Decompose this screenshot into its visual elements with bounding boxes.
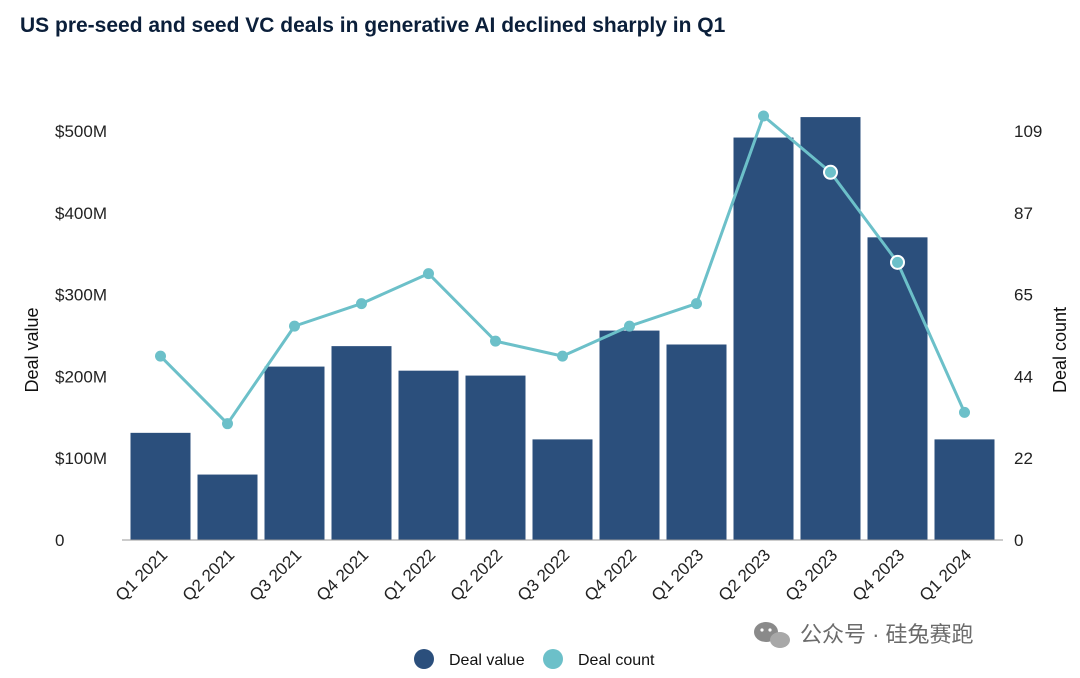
y-right-tick: 22 — [1014, 449, 1033, 468]
bar-q3-2021 — [264, 366, 325, 540]
left-axis-ticks: 0 $100M $200M $300M $400M $500M — [55, 122, 107, 550]
legend-deal-value-swatch — [414, 649, 434, 669]
y-left-tick: $300M — [55, 286, 107, 305]
point-q1-2021 — [155, 350, 166, 362]
point-q1-2023 — [691, 298, 702, 310]
point-q3-2023 — [823, 164, 838, 180]
y-left-tick: $500M — [55, 122, 107, 141]
line-series-group — [155, 110, 970, 430]
point-q2-2021 — [222, 418, 233, 430]
point-q2-2022 — [490, 335, 501, 347]
watermark-text: 公众号 · 硅兔赛跑 — [800, 622, 974, 647]
bar-q1-2023 — [666, 344, 727, 540]
point-q4-2021 — [356, 298, 367, 310]
point-q4-2022 — [624, 320, 635, 332]
bars-group — [130, 117, 995, 541]
x-axis-ticks: Q1 2021 Q2 2021 Q3 2021 Q4 2021 Q1 2022 Q2 20… — [112, 545, 976, 605]
point-q3-2022 — [557, 350, 568, 362]
x-tick-label: Q3 2023 — [782, 545, 842, 605]
chart-title: US pre-seed and seed VC deals in generat… — [20, 14, 726, 37]
bar-q2-2022 — [465, 375, 526, 540]
bar-q4-2023 — [867, 237, 928, 540]
legend: Deal value Deal count — [414, 649, 655, 669]
legend-deal-count-label: Deal count — [578, 652, 655, 669]
x-tick-label: Q1 2023 — [648, 545, 708, 605]
x-tick-label: Q3 2022 — [514, 545, 574, 605]
y-right-tick: 109 — [1014, 122, 1042, 141]
x-tick-label: Q4 2022 — [581, 545, 641, 605]
point-q1-2024 — [959, 406, 970, 418]
bar-q3-2023 — [800, 117, 861, 541]
bar-q2-2021 — [197, 474, 258, 540]
bar-q1-2022 — [398, 370, 459, 540]
y-right-tick: 0 — [1014, 531, 1023, 550]
right-axis-ticks: 0 22 44 65 87 109 — [1014, 122, 1042, 550]
y-right-tick: 87 — [1014, 204, 1033, 223]
y-right-tick: 65 — [1014, 286, 1033, 305]
x-tick-label: Q3 2021 — [246, 545, 306, 605]
watermark: 公众号 · 硅兔赛跑 — [754, 622, 974, 648]
wechat-icon — [754, 622, 790, 648]
bar-q2-2023 — [733, 137, 794, 540]
bar-q4-2021 — [331, 346, 392, 540]
point-q3-2021 — [289, 320, 300, 332]
y-right-tick: 44 — [1014, 367, 1033, 386]
bar-q4-2022 — [599, 330, 660, 540]
x-tick-label: Q4 2021 — [313, 545, 373, 605]
bar-q3-2022 — [532, 439, 593, 540]
y-right-axis-title: Deal count — [1050, 307, 1070, 393]
y-left-tick: $400M — [55, 204, 107, 223]
x-tick-label: Q4 2023 — [849, 545, 909, 605]
bar-q1-2021 — [130, 432, 191, 540]
x-tick-label: Q1 2024 — [916, 545, 976, 605]
x-tick-label: Q2 2022 — [447, 545, 507, 605]
bar-q1-2024 — [934, 439, 995, 540]
legend-deal-value-label: Deal value — [449, 652, 525, 669]
x-tick-label: Q1 2022 — [380, 545, 440, 605]
y-left-tick: $100M — [55, 449, 107, 468]
legend-deal-count-swatch — [543, 649, 563, 669]
x-tick-label: Q2 2023 — [715, 545, 775, 605]
point-q2-2023 — [758, 110, 769, 122]
x-tick-label: Q1 2021 — [112, 545, 172, 605]
point-q1-2022 — [423, 268, 434, 280]
y-left-tick: 0 — [55, 531, 64, 550]
y-left-axis-title: Deal value — [22, 307, 42, 392]
point-q4-2023 — [890, 254, 905, 270]
x-tick-label: Q2 2021 — [179, 545, 239, 605]
y-left-tick: $200M — [55, 367, 107, 386]
